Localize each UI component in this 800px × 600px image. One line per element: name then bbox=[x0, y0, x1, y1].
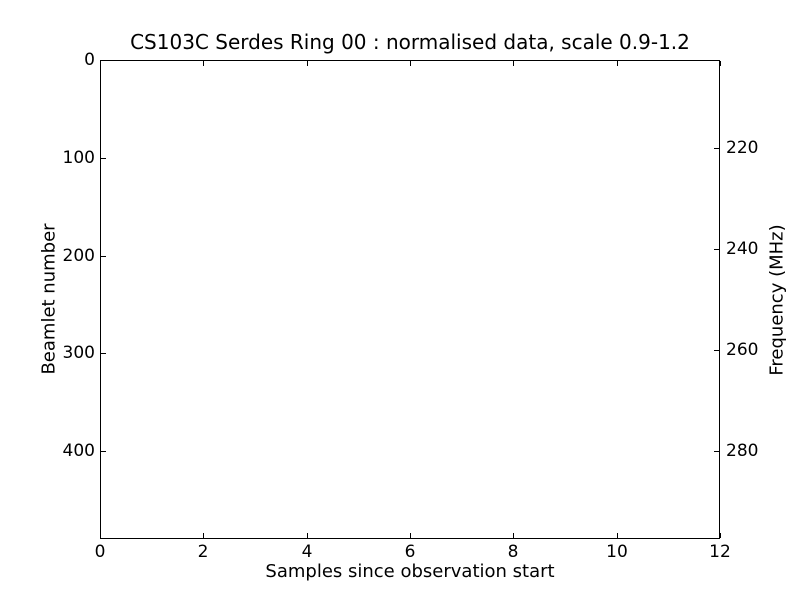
y-tick-left-label: 400 bbox=[62, 441, 95, 461]
x-tick-label: 4 bbox=[301, 542, 313, 562]
y-tick-left-label: 200 bbox=[62, 246, 95, 266]
y-tick-left-label: 300 bbox=[62, 343, 95, 363]
chart-title: CS103C Serdes Ring 00 : normalised data,… bbox=[130, 30, 690, 54]
y-tick-left-label: 100 bbox=[62, 148, 95, 168]
y-tick-right bbox=[714, 148, 719, 149]
x-tick-top bbox=[617, 61, 618, 66]
x-tick-bottom bbox=[100, 533, 101, 538]
x-tick-label: 2 bbox=[197, 542, 209, 562]
y-tick-right-label: 260 bbox=[726, 340, 759, 360]
x-tick-bottom bbox=[307, 533, 308, 538]
x-tick-top bbox=[307, 61, 308, 66]
plot-area bbox=[100, 60, 720, 539]
y-tick-right bbox=[714, 350, 719, 351]
y-tick-left bbox=[101, 256, 106, 257]
y-tick-right bbox=[714, 451, 719, 452]
x-tick-top bbox=[720, 61, 721, 66]
x-tick-bottom bbox=[203, 533, 204, 538]
y-tick-left-label: 0 bbox=[84, 50, 95, 70]
y-tick-left bbox=[101, 60, 106, 61]
y-tick-left bbox=[101, 158, 106, 159]
y-tick-right-label: 220 bbox=[726, 138, 759, 158]
y-tick-right-label: 240 bbox=[726, 239, 759, 259]
y-tick-right-label: 280 bbox=[726, 441, 759, 461]
x-tick-label: 10 bbox=[606, 542, 628, 562]
x-axis-label: Samples since observation start bbox=[265, 561, 555, 582]
x-tick-label: 8 bbox=[507, 542, 519, 562]
x-tick-top bbox=[513, 61, 514, 66]
y-tick-right bbox=[714, 249, 719, 250]
x-tick-bottom bbox=[513, 533, 514, 538]
x-tick-top bbox=[203, 61, 204, 66]
x-tick-top bbox=[410, 61, 411, 66]
x-tick-bottom bbox=[410, 533, 411, 538]
x-tick-top bbox=[100, 61, 101, 66]
x-tick-bottom bbox=[617, 533, 618, 538]
x-tick-label: 0 bbox=[94, 542, 106, 562]
x-tick-bottom bbox=[720, 533, 721, 538]
x-tick-label: 12 bbox=[709, 542, 731, 562]
y-tick-left bbox=[101, 353, 106, 354]
y-tick-left bbox=[101, 451, 106, 452]
x-tick-label: 6 bbox=[404, 542, 416, 562]
